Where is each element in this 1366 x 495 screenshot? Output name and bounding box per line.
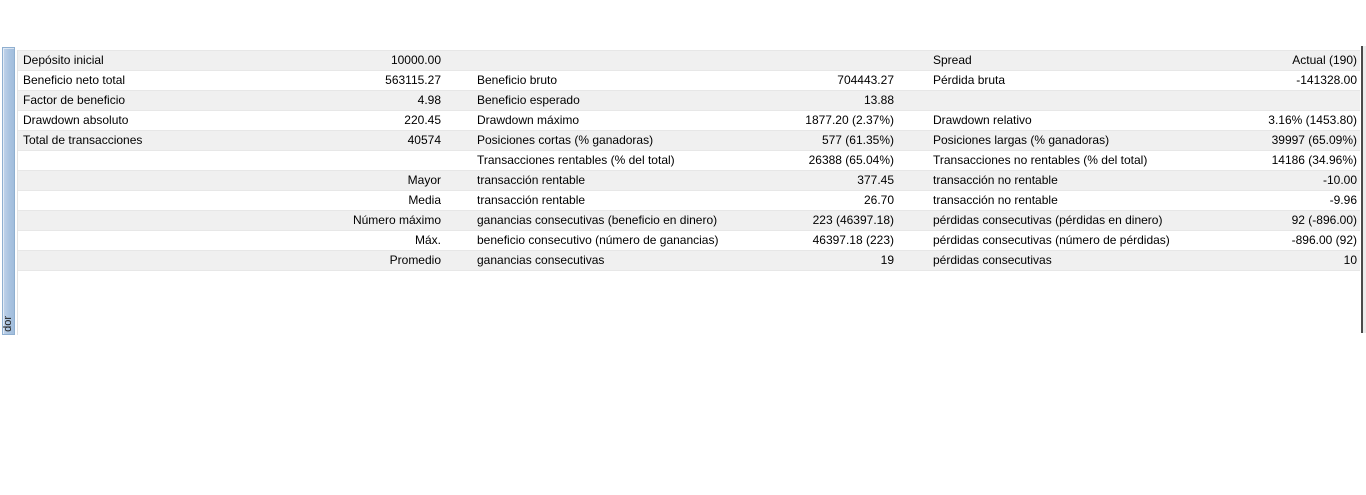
row-value-col1: Promedio bbox=[389, 253, 441, 267]
row-label-col1 bbox=[18, 171, 246, 190]
row-label-col2: transacción rentable bbox=[477, 193, 586, 207]
report-row[interactable]: Promedio ganancias consecutivas 19 pérdidas… bbox=[18, 251, 1360, 271]
row-value-col1 bbox=[246, 151, 441, 170]
row-label-col1 bbox=[18, 191, 246, 210]
report-row[interactable]: Mayor transacción rentable 377.45 transacci… bbox=[18, 171, 1360, 191]
report-row[interactable]: Media transacción rentable 26.70 transacció… bbox=[18, 191, 1360, 211]
row-label-col3: Pérdida bruta bbox=[933, 73, 1006, 87]
row-label-col2: ganancias consecutivas bbox=[477, 253, 605, 267]
row-label-col1: Factor de beneficio bbox=[23, 93, 126, 107]
row-value-col2: 13.88 bbox=[863, 93, 894, 107]
row-value-col3: -141328.00 bbox=[1296, 73, 1357, 87]
row-value-col2: 26388 (65.04%) bbox=[808, 153, 894, 167]
report-table-left-border bbox=[17, 50, 18, 335]
row-label-col3: Spread bbox=[933, 53, 972, 67]
report-row[interactable]: Drawdown absoluto 220.45 Drawdown máximo 18… bbox=[18, 111, 1360, 131]
row-value-col1: 10000.00 bbox=[390, 53, 441, 67]
row-value-col1: 40574 bbox=[407, 133, 441, 147]
row-label-col3: transacción no rentable bbox=[933, 173, 1058, 187]
report-row[interactable]: Número máximo ganancias consecutivas (ben… bbox=[18, 211, 1360, 231]
row-value-col1: Media bbox=[408, 193, 441, 207]
row-label-col1 bbox=[18, 211, 246, 230]
row-value-col2: 19 bbox=[880, 253, 894, 267]
row-label-col1 bbox=[18, 151, 246, 170]
row-label-col1 bbox=[18, 231, 246, 250]
row-value-col3: -896.00 (92) bbox=[1291, 233, 1357, 247]
row-label-col3: pérdidas consecutivas bbox=[933, 253, 1052, 267]
row-label-col1: Depósito inicial bbox=[23, 53, 104, 67]
row-value-col3: 92 (-896.00) bbox=[1291, 213, 1357, 227]
row-value-col1: Mayor bbox=[407, 173, 441, 187]
row-label-col3: Drawdown relativo bbox=[933, 113, 1032, 127]
backtest-report-table: Depósito inicial 10000.00 Spread Actual (19… bbox=[18, 50, 1360, 271]
panel-right-border bbox=[1361, 46, 1363, 333]
row-label-col2: Drawdown máximo bbox=[477, 113, 580, 127]
row-label-col3: Transacciones no rentables (% del total) bbox=[933, 153, 1148, 167]
row-value-col2: 704443.27 bbox=[837, 73, 894, 87]
row-value-col2: 223 (46397.18) bbox=[812, 213, 894, 227]
row-value-col1: Máx. bbox=[414, 233, 441, 247]
row-label-col3: pérdidas consecutivas (pérdidas en diner… bbox=[933, 213, 1163, 227]
row-value-col2 bbox=[719, 51, 894, 70]
row-value-col2: 377.45 bbox=[857, 173, 894, 187]
report-row[interactable]: Transacciones rentables (% del total) 263… bbox=[18, 151, 1360, 171]
tester-panel-tab[interactable]: dor bbox=[2, 47, 15, 335]
row-label-col2: Transacciones rentables (% del total) bbox=[477, 153, 675, 167]
row-value-col3: 3.16% (1453.80) bbox=[1268, 113, 1357, 127]
row-value-col1: 563115.27 bbox=[385, 73, 441, 87]
row-value-col3: Actual (190) bbox=[1292, 53, 1357, 67]
row-label-col3: Posiciones largas (% ganadoras) bbox=[933, 133, 1110, 147]
row-value-col3: 14186 (34.96%) bbox=[1271, 153, 1357, 167]
row-value-col3: -9.96 bbox=[1329, 193, 1357, 207]
row-label-col1: Beneficio neto total bbox=[23, 73, 126, 87]
row-label-col2: ganancias consecutivas (beneficio en din… bbox=[477, 213, 718, 227]
row-label-col3 bbox=[894, 91, 1179, 110]
row-value-col3: 10 bbox=[1343, 253, 1357, 267]
row-label-col2 bbox=[441, 51, 719, 70]
row-label-col2: Posiciones cortas (% ganadoras) bbox=[477, 133, 654, 147]
row-value-col2: 577 (61.35%) bbox=[821, 133, 894, 147]
row-label-col1 bbox=[18, 251, 246, 270]
row-value-col1: Número máximo bbox=[352, 213, 441, 227]
row-label-col1: Drawdown absoluto bbox=[23, 113, 129, 127]
report-row[interactable]: Total de transacciones 40574 Posiciones co… bbox=[18, 131, 1360, 151]
row-value-col1: 4.98 bbox=[417, 93, 441, 107]
row-value-col2: 26.70 bbox=[863, 193, 894, 207]
report-row[interactable]: Beneficio neto total 563115.27 Beneficio b… bbox=[18, 71, 1360, 91]
row-value-col3: -10.00 bbox=[1322, 173, 1357, 187]
report-row[interactable]: Factor de beneficio 4.98 Beneficio esperad… bbox=[18, 91, 1360, 111]
row-value-col3 bbox=[1179, 91, 1360, 110]
row-value-col2: 1877.20 (2.37%) bbox=[805, 113, 894, 127]
row-label-col2: beneficio consecutivo (número de gananci… bbox=[477, 233, 719, 247]
row-label-col1: Total de transacciones bbox=[23, 133, 143, 147]
row-label-col2: transacción rentable bbox=[477, 173, 586, 187]
panel-scroll-gutter[interactable] bbox=[1363, 46, 1366, 333]
row-label-col3: pérdidas consecutivas (número de pérdida… bbox=[933, 233, 1170, 247]
row-value-col2: 46397.18 (223) bbox=[812, 233, 894, 247]
tester-panel-tab-label: dor bbox=[2, 316, 14, 332]
row-label-col2: Beneficio bruto bbox=[477, 73, 558, 87]
row-label-col2: Beneficio esperado bbox=[477, 93, 580, 107]
row-label-col3: transacción no rentable bbox=[933, 193, 1058, 207]
report-row[interactable]: Máx. beneficio consecutivo (número de gan… bbox=[18, 231, 1360, 251]
row-value-col3: 39997 (65.09%) bbox=[1271, 133, 1357, 147]
row-value-col1: 220.45 bbox=[404, 113, 441, 127]
report-row[interactable]: Depósito inicial 10000.00 Spread Actual (19… bbox=[18, 51, 1360, 71]
